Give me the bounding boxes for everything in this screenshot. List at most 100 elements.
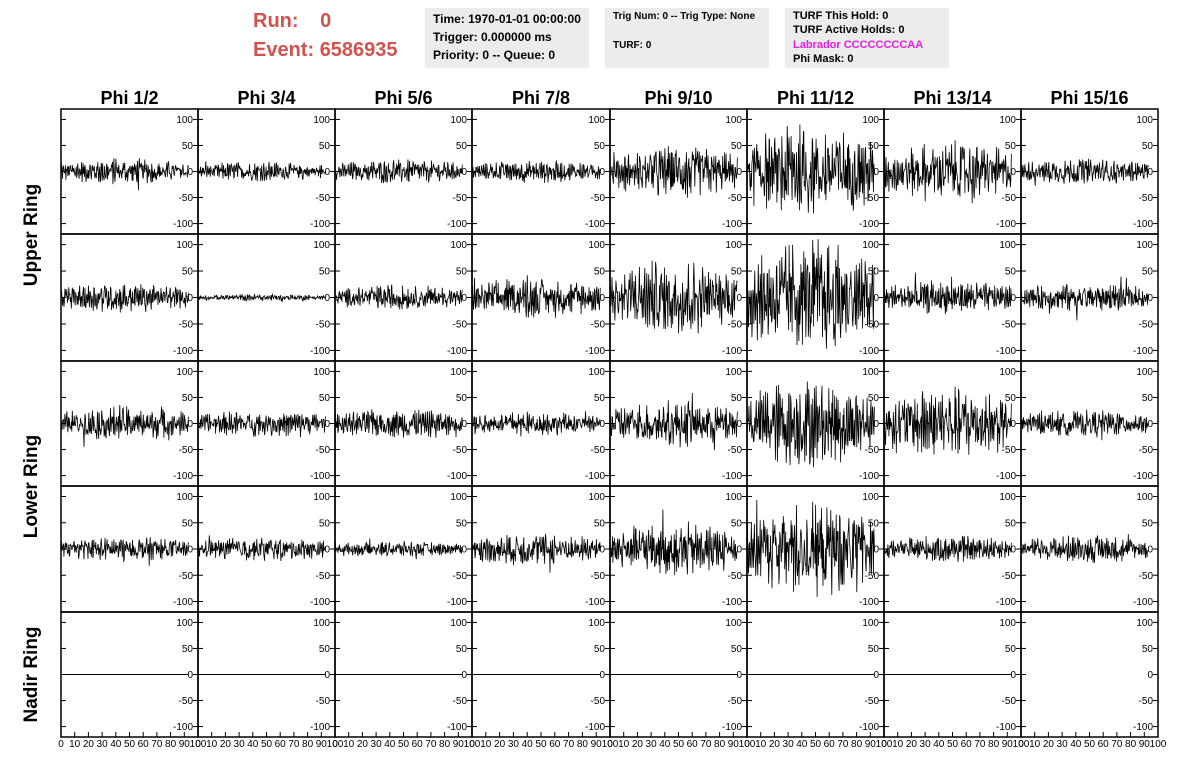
x-tick-label: 30 bbox=[508, 739, 520, 750]
waveform-trace bbox=[1020, 409, 1149, 441]
y-tick-label: 0 bbox=[736, 670, 742, 681]
waveform-trace bbox=[1020, 158, 1149, 186]
y-tick-label: -100 bbox=[447, 471, 467, 482]
y-tick-label: 100 bbox=[313, 240, 330, 251]
y-tick-label: -100 bbox=[996, 219, 1016, 230]
y-tick-label: -100 bbox=[585, 219, 605, 230]
x-tick-label: 30 bbox=[646, 739, 658, 750]
x-tick-label: 10 bbox=[1029, 739, 1041, 750]
y-tick-label: 50 bbox=[594, 644, 606, 655]
y-tick-label: -100 bbox=[310, 722, 330, 733]
y-tick-label: 0 bbox=[599, 167, 605, 178]
y-tick-label: -100 bbox=[1133, 471, 1153, 482]
y-tick-label: 0 bbox=[324, 670, 330, 681]
y-tick-label: -100 bbox=[859, 471, 879, 482]
y-tick-label: 50 bbox=[1005, 393, 1017, 404]
x-tick-label: 70 bbox=[837, 739, 849, 750]
column-title: Phi 5/6 bbox=[374, 88, 432, 108]
y-tick-label: 50 bbox=[456, 393, 468, 404]
waveform-trace bbox=[197, 161, 326, 182]
x-tick-label: 20 bbox=[494, 739, 506, 750]
x-tick-label: 70 bbox=[425, 739, 437, 750]
x-tick-label: 80 bbox=[851, 739, 863, 750]
y-tick-label: 0 bbox=[461, 167, 467, 178]
y-tick-label: -50 bbox=[179, 193, 194, 204]
y-tick-label: -100 bbox=[996, 722, 1016, 733]
y-tick-label: -50 bbox=[728, 696, 743, 707]
y-tick-label: -50 bbox=[316, 319, 331, 330]
x-tick-label: 10 bbox=[618, 739, 630, 750]
y-tick-label: 100 bbox=[450, 367, 467, 378]
y-tick-label: -50 bbox=[1139, 193, 1154, 204]
y-tick-label: 0 bbox=[873, 419, 879, 430]
y-tick-label: 0 bbox=[461, 545, 467, 556]
waveform-trace bbox=[471, 411, 601, 437]
x-tick-label: 50 bbox=[261, 739, 273, 750]
waveform-trace bbox=[471, 160, 601, 184]
y-tick-label: 0 bbox=[873, 545, 879, 556]
y-tick-label: 100 bbox=[176, 115, 193, 126]
x-tick-label: 50 bbox=[535, 739, 547, 750]
y-tick-label: -50 bbox=[453, 571, 468, 582]
x-tick-label: 60 bbox=[824, 739, 836, 750]
y-tick-label: 50 bbox=[456, 267, 468, 278]
waveform-trace bbox=[334, 409, 463, 438]
x-tick-label: 80 bbox=[577, 739, 589, 750]
y-tick-label: -100 bbox=[310, 597, 330, 608]
waveform-trace bbox=[883, 535, 1012, 562]
waveform-trace bbox=[1020, 276, 1149, 321]
turf-text: TURF: 0 bbox=[613, 40, 652, 51]
y-tick-label: 0 bbox=[599, 293, 605, 304]
y-tick-label: 0 bbox=[187, 293, 193, 304]
waveform-trace bbox=[609, 392, 738, 451]
y-tick-label: 100 bbox=[862, 115, 879, 126]
x-tick-label: 70 bbox=[974, 739, 986, 750]
y-tick-label: 0 bbox=[1147, 670, 1153, 681]
x-tick-label: 90 bbox=[865, 739, 877, 750]
y-tick-label: 100 bbox=[588, 492, 605, 503]
x-tick-label: 60 bbox=[549, 739, 561, 750]
y-tick-label: 0 bbox=[1147, 293, 1153, 304]
x-tick-label: 0 bbox=[58, 739, 64, 750]
x-tick-label: 80 bbox=[302, 739, 314, 750]
waveform-trace bbox=[334, 159, 463, 184]
ring-label: Nadir Ring bbox=[21, 626, 42, 722]
x-tick-label: 0 bbox=[332, 739, 338, 750]
x-tick-label: 50 bbox=[810, 739, 822, 750]
x-tick-label: 20 bbox=[83, 739, 95, 750]
y-tick-label: 100 bbox=[313, 367, 330, 378]
y-tick-label: -100 bbox=[859, 346, 879, 357]
phi-mask-text: Phi Mask: 0 bbox=[793, 53, 854, 65]
x-tick-label: 90 bbox=[316, 739, 328, 750]
time-text: Time: 1970-01-01 00:00:00 bbox=[433, 12, 581, 26]
x-tick-label: 20 bbox=[357, 739, 369, 750]
y-tick-label: 50 bbox=[182, 393, 194, 404]
y-tick-label: 50 bbox=[182, 267, 194, 278]
x-tick-label: 30 bbox=[920, 739, 932, 750]
y-tick-label: -50 bbox=[865, 445, 880, 456]
y-tick-label: 0 bbox=[873, 167, 879, 178]
y-tick-label: -100 bbox=[722, 471, 742, 482]
y-tick-label: 0 bbox=[736, 419, 742, 430]
y-tick-label: 0 bbox=[187, 545, 193, 556]
y-tick-label: 50 bbox=[319, 267, 331, 278]
x-tick-label: 20 bbox=[1043, 739, 1055, 750]
y-tick-label: -50 bbox=[453, 193, 468, 204]
x-tick-label: 50 bbox=[673, 739, 685, 750]
column-title: Phi 13/14 bbox=[913, 88, 991, 108]
y-tick-label: -50 bbox=[728, 193, 743, 204]
y-tick-label: 50 bbox=[456, 644, 468, 655]
y-tick-label: 100 bbox=[450, 492, 467, 503]
x-tick-label: 10 bbox=[755, 739, 767, 750]
y-tick-label: -50 bbox=[179, 571, 194, 582]
x-tick-label: 100 bbox=[602, 739, 619, 750]
y-tick-label: 100 bbox=[450, 240, 467, 251]
x-tick-label: 40 bbox=[796, 739, 808, 750]
y-tick-label: 0 bbox=[1147, 545, 1153, 556]
y-tick-label: -100 bbox=[447, 722, 467, 733]
y-tick-label: 50 bbox=[868, 141, 880, 152]
y-tick-label: 100 bbox=[588, 240, 605, 251]
x-tick-label: 20 bbox=[906, 739, 918, 750]
y-tick-label: 0 bbox=[736, 293, 742, 304]
y-tick-label: 100 bbox=[999, 240, 1016, 251]
